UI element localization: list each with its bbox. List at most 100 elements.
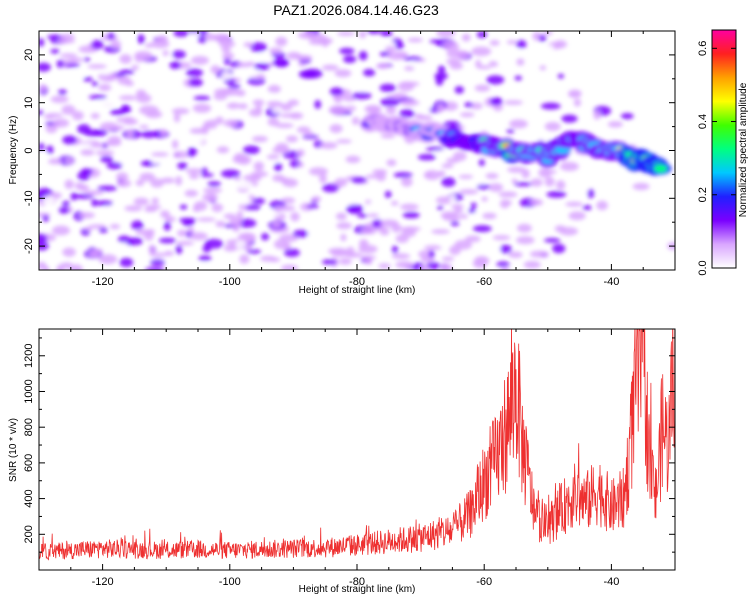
colorbar-gradient xyxy=(711,29,737,269)
heatmap-cell xyxy=(380,133,396,139)
heatmap-cell xyxy=(88,249,101,258)
heatmap-cell xyxy=(471,46,492,57)
heatmap-cell xyxy=(539,65,547,71)
heatmap-cell xyxy=(358,244,378,254)
heatmap-cell xyxy=(400,99,420,107)
heatmap-cell xyxy=(147,229,155,235)
heatmap-cell xyxy=(215,116,224,125)
heatmap-cell xyxy=(587,188,595,199)
heatmap-cell xyxy=(286,51,302,60)
heatmap-cell xyxy=(145,110,163,119)
colorbar-tick-label: 0.6 xyxy=(697,41,709,56)
heatmap-cell xyxy=(243,42,253,48)
heatmap-cell xyxy=(555,180,566,190)
heatmap-cell xyxy=(296,126,311,134)
heatmap-cell xyxy=(185,68,204,78)
heatmap-cell xyxy=(376,63,390,69)
heatmap-cell xyxy=(193,95,211,101)
heatmap-cell xyxy=(486,75,505,85)
heatmap-cell xyxy=(390,200,399,206)
y-tick-label: 600 xyxy=(23,454,35,472)
heatmap-cell xyxy=(171,139,179,150)
heatmap-cell xyxy=(424,245,443,251)
heatmap-cell xyxy=(253,161,265,172)
heatmap-cell xyxy=(99,122,118,131)
heatmap-cell xyxy=(536,133,551,141)
heatmap-cell xyxy=(203,187,223,194)
heatmap-cell xyxy=(171,50,186,59)
heatmap-cell xyxy=(543,238,561,243)
heatmap-cell xyxy=(98,227,108,233)
heatmap-cell xyxy=(160,177,175,184)
heatmap-cell xyxy=(272,185,288,193)
heatmap-cell xyxy=(184,189,199,197)
heatmap-cell xyxy=(478,159,485,167)
heatmap-cell xyxy=(530,178,543,187)
snr-x-label: Height of straight line (km) xyxy=(299,584,416,595)
y-tick-label: 10 xyxy=(23,97,35,109)
heatmap-cell xyxy=(397,81,415,92)
heatmap-cell xyxy=(385,105,396,115)
heatmap-cell xyxy=(64,63,81,68)
heatmap-cell xyxy=(221,45,231,53)
heatmap-cell xyxy=(109,224,121,230)
heatmap-cell xyxy=(544,121,561,132)
heatmap-cell xyxy=(176,229,188,237)
heatmap-cell xyxy=(46,34,65,40)
heatmap-cell xyxy=(384,190,392,199)
heatmap-cell xyxy=(431,229,450,235)
heatmap-cell xyxy=(375,171,387,182)
heatmap-cell xyxy=(292,229,309,238)
heatmap-cell xyxy=(39,84,47,93)
heatmap-cell xyxy=(552,243,566,254)
heatmap-cell xyxy=(410,60,421,69)
heatmap-cell xyxy=(56,264,65,270)
heatmap-cell xyxy=(452,151,467,162)
heatmap-cell xyxy=(173,31,189,38)
heatmap-cell xyxy=(278,205,296,212)
heatmap-cell xyxy=(490,97,503,106)
heatmap-cell xyxy=(395,261,414,269)
heatmap-cell xyxy=(488,60,499,67)
heatmap-cell xyxy=(92,129,108,137)
heatmap-cell xyxy=(131,220,144,231)
y-tick-label: 0 xyxy=(23,147,35,153)
figure-title: PAZ1.2026.084.14.46.G23 xyxy=(273,2,439,18)
heatmap-cell xyxy=(476,65,492,70)
heatmap-cell xyxy=(386,159,397,167)
heatmap-cell xyxy=(196,217,216,222)
heatmap-cell xyxy=(328,247,346,255)
heatmap-cell xyxy=(223,58,231,65)
heatmap-cell xyxy=(335,139,352,144)
heatmap-cell xyxy=(345,204,364,214)
heatmap-cell xyxy=(221,70,232,80)
heatmap-cell xyxy=(252,99,265,106)
heatmap-cell xyxy=(120,107,132,113)
snr-y-ticks: 200 400 600 800 1000 1200 xyxy=(23,337,675,553)
heatmap-cell xyxy=(190,137,204,145)
heatmap-cell xyxy=(511,178,518,184)
heatmap-cell xyxy=(216,146,230,154)
heatmap-cell xyxy=(407,37,423,43)
heatmap-cell xyxy=(239,254,250,264)
heatmap-cell xyxy=(495,56,503,62)
heatmap-cell xyxy=(182,219,195,227)
heatmap-cell xyxy=(459,112,475,118)
heatmap-cell xyxy=(198,263,212,269)
heatmap-cell xyxy=(379,83,397,93)
heatmap-cell xyxy=(190,55,210,65)
heatmap-cell xyxy=(50,95,69,103)
heatmap-cell xyxy=(279,113,299,118)
heatmap-cell xyxy=(124,205,143,212)
heatmap-cell xyxy=(110,39,122,50)
heatmap-cell xyxy=(95,150,115,156)
heatmap-cell xyxy=(337,31,355,36)
heatmap-cell xyxy=(607,121,623,128)
heatmap-cell xyxy=(345,155,361,164)
heatmap-cell xyxy=(150,178,164,188)
heatmap-cell xyxy=(437,205,444,211)
heatmap-cell xyxy=(238,103,248,110)
y-tick-label: 1200 xyxy=(23,344,35,368)
heatmap-cell xyxy=(95,200,114,207)
heatmap-cell xyxy=(187,226,194,233)
